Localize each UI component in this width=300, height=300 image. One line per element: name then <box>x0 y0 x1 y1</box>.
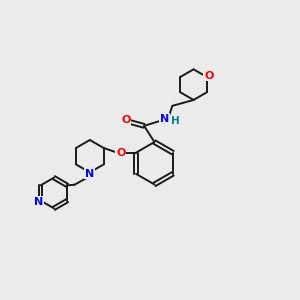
Text: O: O <box>121 115 130 125</box>
Text: O: O <box>204 70 214 80</box>
Text: N: N <box>34 197 43 207</box>
Text: O: O <box>116 148 125 158</box>
Text: H: H <box>171 116 179 126</box>
Text: N: N <box>160 114 169 124</box>
Text: N: N <box>85 169 94 178</box>
